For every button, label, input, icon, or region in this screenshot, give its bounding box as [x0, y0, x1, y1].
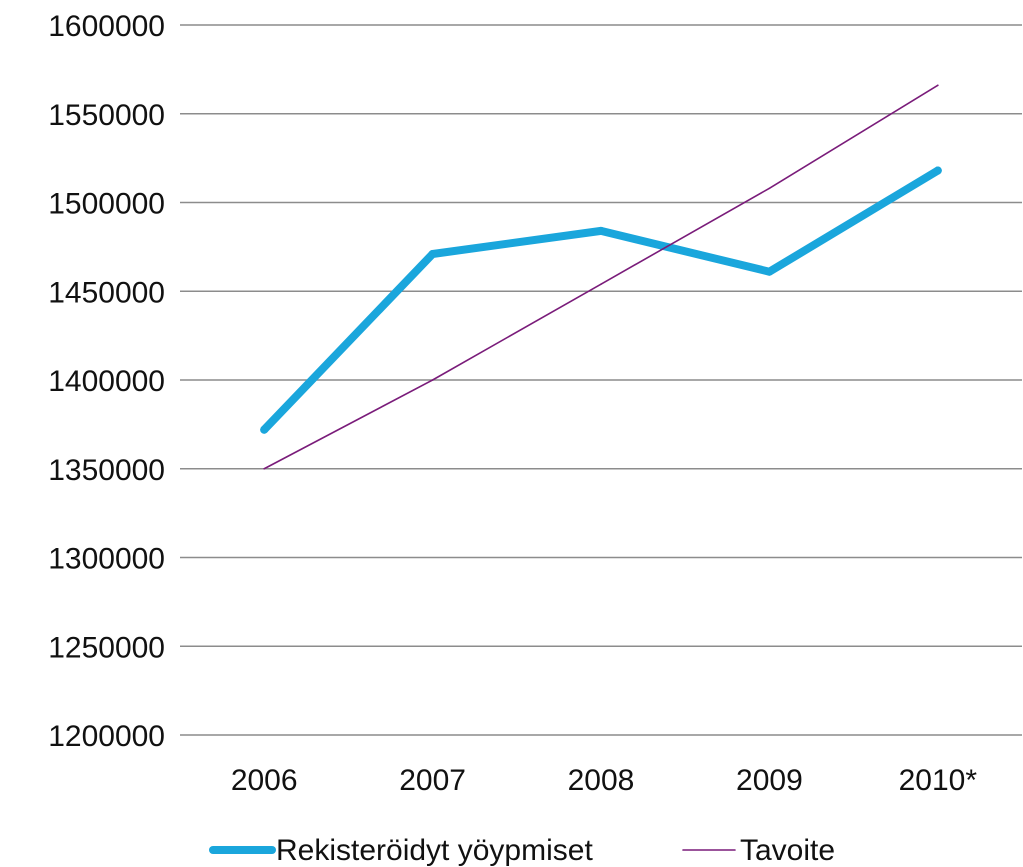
data-point — [768, 187, 771, 190]
data-point — [263, 467, 266, 470]
y-tick-label: 1450000 — [48, 276, 165, 309]
series-line-rekisteroidyt — [260, 166, 942, 434]
data-point — [765, 267, 774, 276]
y-tick-label: 1600000 — [48, 10, 165, 43]
y-tick-label: 1200000 — [48, 720, 165, 753]
y-tick-label: 1300000 — [48, 543, 165, 576]
legend: Rekisteröidyt yöypmiset Tavoite — [209, 834, 835, 867]
x-tick-label: 2007 — [399, 764, 466, 797]
series-lines — [260, 84, 942, 470]
y-tick-label: 1350000 — [48, 454, 165, 487]
data-point — [597, 226, 605, 235]
x-tick-label: 2009 — [736, 764, 803, 797]
legend-label: Rekisteröidyt yöypmiset — [276, 834, 593, 867]
x-tick-label: 2008 — [568, 764, 635, 797]
data-point — [260, 425, 269, 434]
y-tick-label: 1250000 — [48, 631, 165, 664]
series-line-tavoite — [263, 84, 939, 470]
data-point — [428, 249, 437, 258]
gridlines — [180, 24, 1022, 736]
data-point — [600, 283, 602, 285]
y-axis-tick-labels: 1200000 1250000 1300000 1350000 1400000 14500… — [48, 10, 165, 753]
data-point — [431, 379, 434, 381]
y-tick-label: 1400000 — [48, 365, 165, 398]
x-tick-label: 2010* — [899, 764, 978, 797]
data-point — [933, 166, 942, 175]
y-tick-label: 1500000 — [48, 188, 165, 221]
legend-label: Tavoite — [740, 834, 835, 867]
x-tick-label: 2006 — [231, 764, 298, 797]
y-tick-label: 1550000 — [48, 99, 165, 132]
data-point — [937, 84, 939, 87]
x-axis-tick-labels: 2006 2007 2008 2009 2010* — [231, 764, 978, 797]
